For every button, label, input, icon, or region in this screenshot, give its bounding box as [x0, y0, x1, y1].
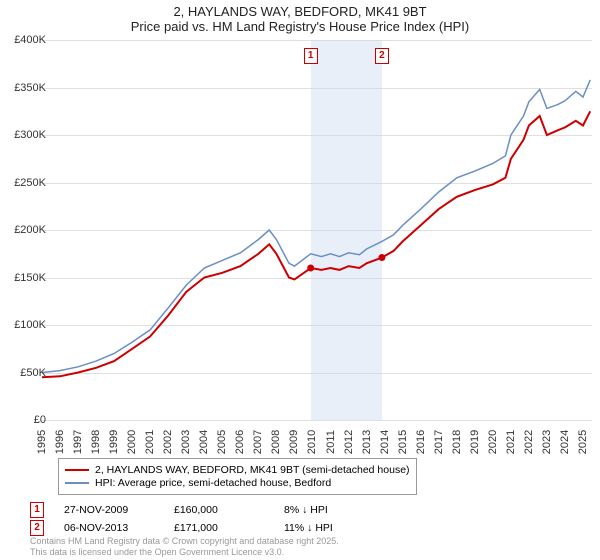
row-price: £160,000 [174, 504, 264, 516]
x-axis-label: 2023 [541, 430, 553, 454]
legend-swatch [65, 469, 89, 471]
chart-svg [42, 40, 592, 420]
row-date: 06-NOV-2013 [64, 522, 154, 534]
x-axis-label: 1996 [54, 430, 66, 454]
x-axis-label: 2020 [487, 430, 499, 454]
x-axis-label: 2014 [379, 430, 391, 454]
x-axis-label: 2000 [126, 430, 138, 454]
y-axis-label: £350K [14, 82, 46, 94]
row-delta: 8% ↓ HPI [284, 504, 374, 516]
x-axis-label: 2005 [216, 430, 228, 454]
transaction-table: 1 27-NOV-2009 £160,000 8% ↓ HPI 2 06-NOV-2013… [30, 500, 374, 538]
x-axis-label: 2021 [505, 430, 517, 454]
x-axis-label: 2022 [523, 430, 535, 454]
legend-row: HPI: Average price, semi-detached house,… [65, 477, 410, 489]
series-price_paid [42, 111, 590, 377]
title-block: 2, HAYLANDS WAY, BEDFORD, MK41 9BT Price… [0, 0, 600, 36]
x-axis-label: 1995 [36, 430, 48, 454]
x-axis-label: 2025 [577, 430, 589, 454]
legend-box: 2, HAYLANDS WAY, BEDFORD, MK41 9BT (semi… [58, 458, 417, 495]
x-axis-label: 1998 [90, 430, 102, 454]
title-address: 2, HAYLANDS WAY, BEDFORD, MK41 9BT [0, 4, 600, 19]
x-axis-label: 2016 [415, 430, 427, 454]
x-axis-label: 1999 [108, 430, 120, 454]
x-axis-label: 2018 [451, 430, 463, 454]
y-axis-label: £100K [14, 319, 46, 331]
chart-container: 2, HAYLANDS WAY, BEDFORD, MK41 9BT Price… [0, 0, 600, 560]
x-axis-label: 2002 [162, 430, 174, 454]
row-marker: 1 [30, 502, 44, 518]
x-axis-label: 2010 [306, 430, 318, 454]
marker-dot [378, 254, 385, 261]
y-axis-label: £200K [14, 224, 46, 236]
y-axis-label: £300K [14, 129, 46, 141]
legend-label: HPI: Average price, semi-detached house,… [95, 477, 331, 489]
series-hpi [42, 80, 590, 373]
y-axis-label: £250K [14, 177, 46, 189]
x-axis-label: 2009 [288, 430, 300, 454]
y-axis-label: £150K [14, 272, 46, 284]
y-axis-label: £400K [14, 34, 46, 46]
y-axis-label: £50K [20, 367, 46, 379]
x-axis-label: 1997 [72, 430, 84, 454]
marker-label: 1 [304, 48, 318, 64]
x-axis-label: 2001 [144, 430, 156, 454]
footer-line2: This data is licensed under the Open Gov… [30, 547, 339, 558]
row-price: £171,000 [174, 522, 264, 534]
marker-dot [307, 265, 314, 272]
x-axis-label: 2004 [198, 430, 210, 454]
row-date: 27-NOV-2009 [64, 504, 154, 516]
legend-row: 2, HAYLANDS WAY, BEDFORD, MK41 9BT (semi… [65, 464, 410, 476]
x-axis-label: 2019 [469, 430, 481, 454]
table-row: 1 27-NOV-2009 £160,000 8% ↓ HPI [30, 502, 374, 518]
y-axis-label: £0 [34, 414, 46, 426]
x-axis-label: 2024 [559, 430, 571, 454]
gridline [42, 420, 592, 421]
footer-attribution: Contains HM Land Registry data © Crown c… [30, 536, 339, 558]
chart-area [42, 40, 592, 420]
legend-swatch [65, 482, 89, 484]
x-axis-label: 2017 [433, 430, 445, 454]
x-axis-label: 2012 [343, 430, 355, 454]
x-axis-label: 2006 [234, 430, 246, 454]
row-delta: 11% ↓ HPI [284, 522, 374, 534]
x-axis-label: 2015 [397, 430, 409, 454]
row-marker: 2 [30, 520, 44, 536]
x-axis-label: 2011 [325, 430, 337, 454]
marker-label: 2 [375, 48, 389, 64]
legend-label: 2, HAYLANDS WAY, BEDFORD, MK41 9BT (semi… [95, 464, 410, 476]
x-axis-label: 2008 [270, 430, 282, 454]
x-axis-label: 2003 [180, 430, 192, 454]
footer-line1: Contains HM Land Registry data © Crown c… [30, 536, 339, 547]
x-axis-label: 2007 [252, 430, 264, 454]
table-row: 2 06-NOV-2013 £171,000 11% ↓ HPI [30, 520, 374, 536]
x-axis-label: 2013 [361, 430, 373, 454]
title-subtitle: Price paid vs. HM Land Registry's House … [0, 19, 600, 34]
